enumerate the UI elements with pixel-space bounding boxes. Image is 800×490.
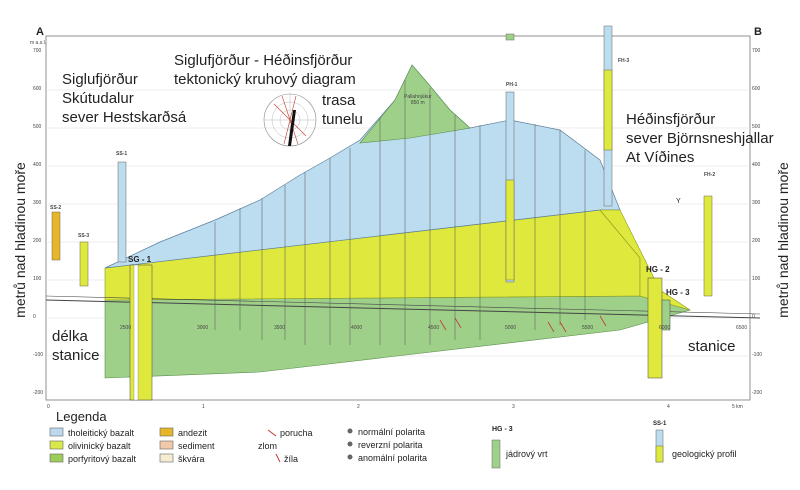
elevation-tick-right: 400 bbox=[752, 162, 761, 168]
elevation-tick-right: 300 bbox=[752, 200, 761, 206]
legend-zila: žíla bbox=[284, 454, 299, 464]
elevation-tick-left: 700 bbox=[33, 48, 42, 54]
km-unit-label: 5 km bbox=[732, 404, 743, 410]
diagram-title: Siglufjörður - Héðinsfjörður tektonický … bbox=[174, 52, 356, 88]
elevation-tick-right: 100 bbox=[752, 276, 761, 282]
legend-anomalous-polarity: anomální polarita bbox=[358, 453, 428, 463]
elevation-tick-left: 200 bbox=[33, 238, 42, 244]
station-length-label: délka stanice bbox=[52, 328, 100, 364]
station-tick: 4000 bbox=[351, 325, 363, 331]
elevation-tick-right: 600 bbox=[752, 86, 761, 92]
elevation-tick-right: 500 bbox=[752, 124, 761, 130]
borehole-label-ss1: SS-1 bbox=[116, 151, 128, 157]
legend-olivine: olivinický bazalt bbox=[68, 441, 131, 451]
fault-lines bbox=[214, 80, 586, 345]
porphyritic-basalt-lower-layer bbox=[104, 295, 692, 379]
borehole-label-ph1: PH-1 bbox=[506, 82, 518, 88]
legend-tholeiite: tholeitický bazalt bbox=[68, 428, 135, 438]
legend-scoria: škvára bbox=[178, 454, 205, 464]
left-location-label: Siglufjörður Skútudalur sever Hestskarðs… bbox=[62, 71, 187, 126]
marker-y: Y bbox=[676, 198, 681, 205]
corner-label-b: B bbox=[754, 26, 762, 38]
legend-zlom: zlom bbox=[258, 441, 278, 451]
elevation-tick-left: -100 bbox=[33, 352, 44, 358]
km-tick: 1 bbox=[202, 404, 205, 410]
borehole-label-fh3: FH-3 bbox=[618, 58, 630, 64]
section-frame bbox=[45, 35, 751, 401]
km-tick: 3 bbox=[512, 404, 515, 410]
legend-profile-id: SS-1 bbox=[653, 421, 667, 427]
elevation-tick-right: 200 bbox=[752, 238, 761, 244]
legend-geologic-profile: geologický profil bbox=[672, 449, 737, 459]
borehole-columns bbox=[51, 25, 713, 401]
km-tick: 0 bbox=[47, 404, 50, 410]
elevation-tick-left: 600 bbox=[33, 86, 42, 92]
legend-andesite: andezit bbox=[178, 428, 208, 438]
legend-title: Legenda bbox=[56, 409, 107, 424]
porphyritic-basalt-peak bbox=[359, 64, 471, 144]
y-axis-label-right: metrů nad hladinou moře bbox=[775, 162, 791, 318]
tunnel-line bbox=[45, 299, 761, 319]
borehole-label-hg2: HG - 2 bbox=[646, 265, 670, 274]
station-tick: 6000 bbox=[659, 325, 671, 331]
elevation-tick-right: 0 bbox=[752, 314, 755, 320]
tectonic-rose-diagram bbox=[263, 93, 317, 147]
legend-porucha: porucha bbox=[280, 428, 313, 438]
corner-label-a: A bbox=[36, 26, 44, 38]
station-tick: 3500 bbox=[274, 325, 286, 331]
borehole-label-hg3: HG - 3 bbox=[666, 288, 690, 297]
y-axis-label-left: metrů nad hladinou moře bbox=[12, 162, 28, 318]
elevation-tick-right: -200 bbox=[752, 390, 763, 396]
legend-core-id: HG - 3 bbox=[492, 426, 513, 433]
km-tick: 4 bbox=[667, 404, 670, 410]
olivine-basalt-right-slope bbox=[599, 209, 691, 311]
station-tick: 5000 bbox=[505, 325, 517, 331]
station-tick: 4500 bbox=[428, 325, 440, 331]
rose-caption: trasa tunelu bbox=[322, 92, 363, 128]
unit-label: m a.s.l. bbox=[30, 40, 47, 46]
legend-sediment: sediment bbox=[178, 441, 215, 451]
elevation-tick-left: 300 bbox=[33, 200, 42, 206]
borehole-label-ss3: SS-3 bbox=[78, 233, 90, 239]
right-location-label: Héðinsfjörður sever Björnsneshjallar At … bbox=[626, 111, 774, 166]
km-tick: 2 bbox=[357, 404, 360, 410]
borehole-label-ss2: SS-2 bbox=[50, 205, 62, 211]
elevation-tick-left: 500 bbox=[33, 124, 42, 130]
station-tick: 2500 bbox=[120, 325, 132, 331]
legend-porphyritic: porfyritový bazalt bbox=[68, 454, 137, 464]
elevation-tick-left: -200 bbox=[33, 390, 44, 396]
borehole-label-sg1: SG - 1 bbox=[128, 255, 152, 264]
elevation-tick-right: -100 bbox=[752, 352, 763, 358]
tunnel-line-upper bbox=[45, 295, 761, 315]
legend-reverse-polarity: reverzní polarita bbox=[358, 440, 423, 450]
elevation-tick-left: 100 bbox=[33, 276, 42, 282]
station-tick: 5500 bbox=[582, 325, 594, 331]
peak-label: Pallahnjúkur 850 m bbox=[404, 94, 432, 106]
legend-core-drill: jádrový vrt bbox=[506, 449, 548, 459]
borehole-label-fh2: FH-2 bbox=[704, 172, 716, 178]
station-tick: 3000 bbox=[197, 325, 209, 331]
legend-swatches bbox=[49, 427, 664, 469]
legend-normal-polarity: normální polarita bbox=[358, 427, 426, 437]
red-fault-marks bbox=[439, 315, 607, 333]
elevation-tick-left: 400 bbox=[33, 162, 42, 168]
elevation-tick-left: 0 bbox=[33, 314, 36, 320]
elevation-tick-right: 700 bbox=[752, 48, 761, 54]
station-label-right: stanice bbox=[688, 338, 736, 355]
station-tick: 6500 bbox=[736, 325, 748, 331]
